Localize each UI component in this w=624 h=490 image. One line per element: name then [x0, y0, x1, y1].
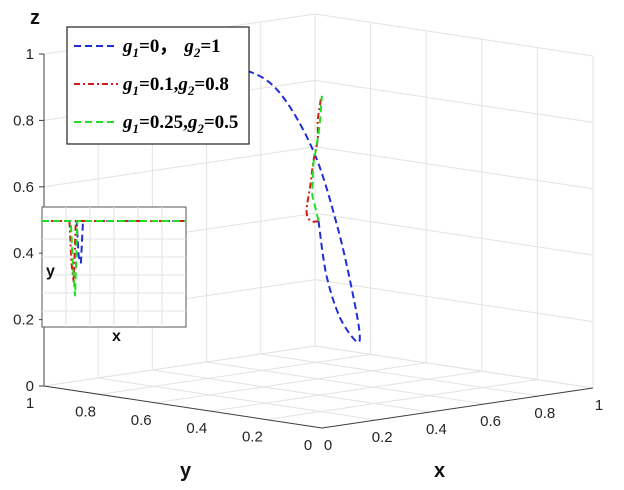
- inset-y-label: y: [46, 263, 55, 280]
- z-tick-label: 0.6: [13, 179, 34, 196]
- floor-grid-line: [266, 379, 538, 421]
- legend-entry-2: g1=0.1,g2=0.8: [122, 74, 229, 98]
- x-tick-label: 0.6: [480, 413, 501, 430]
- floor-grid-line: [155, 362, 427, 404]
- series-line-3: [311, 95, 323, 222]
- z-axis-label: z: [30, 7, 40, 29]
- y-tick-label: 0.2: [242, 429, 263, 446]
- inset-x-label: x: [112, 328, 121, 345]
- z-tick-label: 0.8: [13, 112, 34, 129]
- y-tick-label: 0: [304, 437, 312, 454]
- x-tick-label: 0.4: [426, 421, 447, 438]
- x-tick-label: 0.8: [534, 405, 555, 422]
- legend-entry-3: g1=0.25,g2=0.5: [122, 112, 238, 136]
- wall-grid-line: [314, 79, 594, 123]
- inset-series: [42, 220, 186, 297]
- y-axis-label: y: [180, 460, 192, 482]
- z-tick-label: 0.4: [13, 245, 34, 262]
- x-tick-label: 1: [595, 397, 603, 414]
- wall-grid-line: [314, 212, 594, 256]
- y-tick-label: 0.4: [186, 420, 207, 437]
- inset-plot: y x: [41, 206, 187, 345]
- floor-grid-line: [98, 377, 377, 421]
- wall-grid-line: [314, 13, 594, 57]
- z-tick-label: 1: [26, 46, 34, 63]
- inset-series-line-3: [42, 220, 186, 297]
- z-tick-label: 0.2: [13, 312, 34, 329]
- legend-entry-1: g1=0， g2=1: [122, 36, 221, 60]
- wall-grid-line: [43, 146, 316, 188]
- wall-grid-line: [314, 345, 594, 389]
- wall-grid-line: [314, 279, 594, 323]
- x-axis-label: x: [434, 460, 445, 482]
- floor-grid-line: [99, 353, 371, 395]
- wall-grid-line: [43, 345, 316, 387]
- z-tick-label: 0: [26, 378, 34, 395]
- y-axis-line: [43, 385, 323, 429]
- x-axis-line: [321, 387, 594, 429]
- y-tick-label: 0.6: [131, 412, 152, 429]
- floor-grid-line: [210, 370, 482, 412]
- wall-grid-line: [314, 146, 594, 190]
- floor-grid-line: [260, 353, 539, 397]
- x-tick-label: 0.2: [372, 429, 393, 446]
- tick-labels: 00.20.40.60.810 0.2 0.4 0.6 0.8 100.20.40.60.…: [13, 46, 603, 454]
- series-line-2: [305, 95, 323, 223]
- y-tick-label: 1: [26, 395, 34, 412]
- x-tick-label: 0: [324, 437, 332, 454]
- floor-grid-line: [206, 361, 485, 405]
- legend: g1=0， g2=1 g1=0.1,g2=0.8 g1=0.25,g2=0.5: [66, 26, 250, 145]
- inset-grid: [42, 207, 186, 327]
- floor-grid-line: [152, 369, 431, 413]
- y-tick-label: 0.8: [75, 403, 96, 420]
